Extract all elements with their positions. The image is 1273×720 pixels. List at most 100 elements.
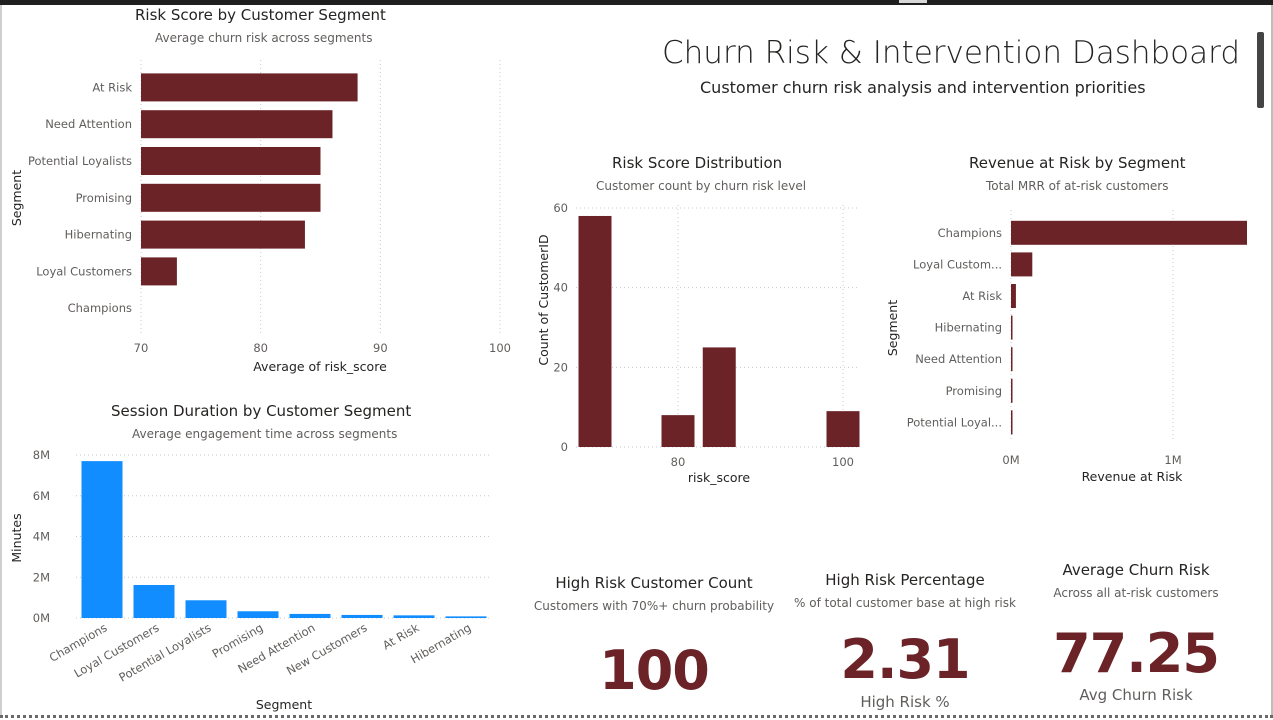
chart-subtitle: Average engagement time across segments (132, 427, 398, 441)
y-tick-label: Champions (938, 226, 1002, 240)
y-tick-label: Loyal Customers (36, 264, 132, 278)
vertical-scrollbar[interactable] (1257, 32, 1264, 108)
chart-subtitle: Total MRR of at-risk customers (986, 179, 1169, 193)
chart-title: Risk Score Distribution (612, 154, 783, 172)
frame-bottom-border (0, 715, 1273, 718)
bar (185, 600, 227, 618)
y-tick-label: 60 (553, 201, 568, 215)
high-risk-count-card[interactable]: High Risk Customer Count Customers with … (525, 565, 783, 715)
x-tick-label: 90 (373, 341, 388, 355)
bar (702, 347, 736, 447)
bar (141, 183, 321, 212)
average-churn-risk-card[interactable]: Average Churn Risk Across all at-risk cu… (1005, 552, 1267, 712)
x-tick-label: 100 (832, 455, 854, 469)
y-tick-label: 0 (561, 440, 568, 454)
x-tick-label: 100 (489, 341, 511, 355)
x-tick-label: 70 (134, 341, 149, 355)
card-subtitle: Across all at-risk customers (1053, 586, 1219, 600)
bar (289, 613, 331, 618)
chart-subtitle: Customer count by churn risk level (596, 179, 807, 193)
card-title: Average Churn Risk (1062, 561, 1210, 579)
risk-score-segment-chart[interactable]: 70 80 90 100 At Risk Need Attention Potential … (0, 0, 520, 390)
chart-title: Risk Score by Customer Segment (135, 6, 386, 24)
bar (393, 615, 435, 618)
card-value: 77.25 (1053, 622, 1220, 685)
bar (826, 411, 860, 447)
y-tick-label: Promising (946, 384, 1002, 398)
y-tick-label: 20 (553, 360, 568, 374)
x-axis-title: risk_score (688, 470, 751, 485)
bar (133, 584, 175, 618)
chart-title: Revenue at Risk by Segment (969, 154, 1186, 172)
window-top-bar (0, 0, 1273, 5)
bar (1011, 252, 1033, 277)
card-label: High Risk % (860, 693, 950, 711)
bar (341, 614, 383, 618)
y-tick-label: Need Attention (45, 117, 132, 131)
x-axis-title: Revenue at Risk (1082, 469, 1184, 484)
bar (578, 215, 612, 447)
card-title: High Risk Customer Count (555, 574, 753, 592)
bar (141, 110, 333, 139)
bar (1011, 220, 1247, 245)
frame-right-border (1271, 5, 1273, 715)
bar (661, 415, 695, 447)
y-tick-label: 0M (33, 611, 50, 625)
bar (141, 147, 321, 175)
bar (1011, 347, 1013, 372)
y-tick-label: 40 (553, 281, 568, 295)
y-axis-title: Minutes (9, 513, 24, 562)
y-tick-label: At Risk (962, 289, 1002, 303)
card-subtitle: % of total customer base at high risk (794, 596, 1016, 610)
x-tick-label: 80 (253, 341, 268, 355)
bar (445, 616, 487, 618)
card-title: High Risk Percentage (825, 571, 985, 589)
risk-distribution-chart[interactable]: 0 20 40 60 80 100 risk_score Count of CustomerI… (520, 195, 890, 495)
y-axis-title: Segment (885, 300, 900, 356)
dashboard-title: Churn Risk & Intervention Dashboard (662, 35, 1241, 71)
frame-left-border (0, 5, 2, 715)
y-axis-title: Count of CustomerID (536, 234, 551, 365)
card-label: Avg Churn Risk (1079, 686, 1193, 704)
y-tick-label: 8M (33, 448, 50, 462)
x-tick-label: At Risk (380, 620, 422, 652)
bar (1011, 284, 1016, 308)
bar (237, 611, 279, 618)
y-tick-label: Hibernating (935, 321, 1002, 335)
y-tick-label: Promising (76, 191, 132, 205)
x-tick-label: 1M (1164, 453, 1181, 467)
y-tick-label: 4M (33, 530, 50, 544)
bar (141, 73, 358, 102)
y-tick-label: At Risk (92, 80, 132, 94)
high-risk-percentage-card[interactable]: High Risk Percentage % of total customer… (775, 562, 1035, 715)
x-axis-title: Average of risk_score (253, 359, 387, 374)
bar (1011, 378, 1013, 403)
x-axis-title: Segment (256, 697, 312, 712)
drag-handle[interactable] (899, 0, 927, 3)
y-tick-label: Potential Loyal... (907, 415, 1002, 429)
bar (141, 257, 177, 286)
y-tick-label: 6M (33, 489, 50, 503)
bar (81, 461, 123, 618)
y-tick-label: Champions (68, 301, 132, 315)
card-value: 2.31 (840, 628, 970, 691)
y-tick-label: Loyal Custom... (913, 257, 1002, 271)
bar (1011, 315, 1013, 340)
y-tick-label: Potential Loyalists (28, 154, 132, 168)
y-tick-label: 2M (33, 570, 50, 584)
x-tick-label: 0M (1002, 453, 1019, 467)
y-axis-title: Segment (9, 170, 24, 226)
dashboard-subtitle: Customer churn risk analysis and interve… (700, 78, 1146, 97)
bar (141, 220, 305, 249)
card-subtitle: Customers with 70%+ churn probability (533, 599, 775, 613)
revenue-at-risk-chart[interactable]: 0M 1M Champions Loyal Custom... At Risk Hiber… (880, 195, 1255, 495)
bar (1011, 410, 1013, 435)
chart-subtitle: Average churn risk across segments (155, 31, 373, 45)
x-tick-label: 80 (671, 455, 686, 469)
y-tick-label: Need Attention (915, 352, 1002, 366)
y-tick-label: Hibernating (65, 228, 132, 242)
card-value: 100 (599, 639, 710, 702)
chart-title: Session Duration by Customer Segment (111, 402, 412, 420)
x-tick-label: Potential Loyalists (116, 620, 213, 684)
